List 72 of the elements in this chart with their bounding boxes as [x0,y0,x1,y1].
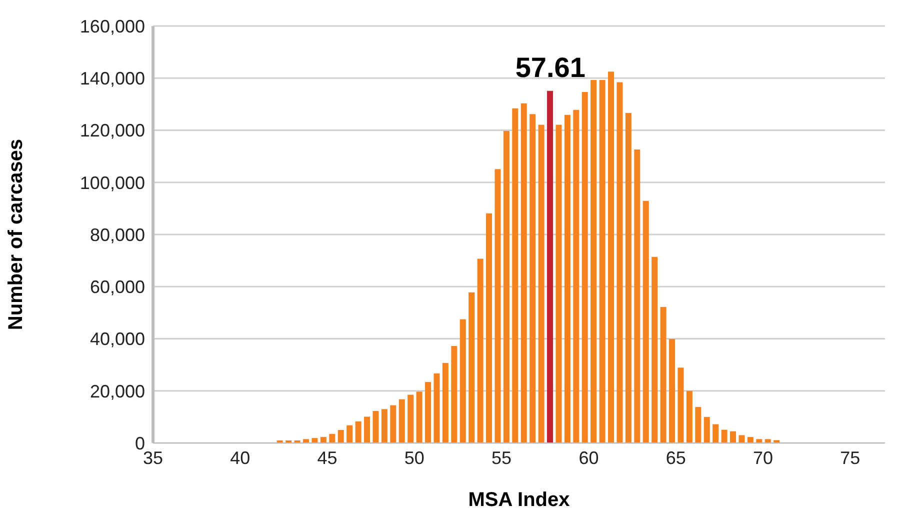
y-tick-label: 140,000 [80,68,145,89]
y-tick-label: 120,000 [80,120,145,141]
bar [616,82,623,443]
bar [642,200,649,443]
x-tick-label: 50 [404,448,424,468]
bar [730,431,736,443]
bar [364,416,370,443]
bar [355,421,362,443]
bar [512,108,518,443]
bar [329,434,336,443]
bar [712,424,719,443]
y-tick-label: 60,000 [90,277,145,298]
bar [564,114,570,443]
bar [372,410,379,443]
x-tick-label: 45 [317,448,338,468]
bar [608,72,614,443]
y-tick-label: 100,000 [80,172,145,193]
bar [695,407,702,443]
bar [503,131,510,443]
x-tick-label: 60 [578,448,599,468]
bar [590,80,597,443]
bar [338,430,344,443]
bar [494,169,501,443]
bar [320,437,326,443]
bar [669,339,676,443]
bar [460,319,466,443]
bar [416,392,422,443]
bar [582,92,588,443]
bar [678,368,684,443]
x-tick-label: 55 [492,448,512,468]
bar [599,80,606,443]
bar [425,382,432,443]
bar [381,409,388,443]
bar [704,416,710,443]
bar [652,256,658,443]
x-axis-title: MSA Index [468,489,570,511]
bar [312,438,318,443]
bar [625,113,632,443]
x-tick-label: 70 [752,448,774,468]
y-tick-label: 20,000 [90,381,145,402]
bar [451,346,458,443]
x-tick-label: 35 [142,448,164,468]
bar [398,399,405,443]
bar [738,435,745,443]
bar [390,405,396,443]
x-tick-label: 65 [666,448,686,468]
bar [747,437,754,443]
bar [547,90,554,443]
y-tick-label: 80,000 [90,224,145,245]
y-axis-title: Number of carcases [5,138,28,330]
bar [346,425,353,443]
bar [721,430,728,443]
bar [468,292,475,443]
bar [477,258,484,443]
y-tick-label: 40,000 [90,329,145,350]
bar [434,373,440,443]
bar [408,394,414,443]
bar [530,114,536,443]
bar [660,306,666,443]
y-tick-label: 0 [134,433,145,454]
bar [486,213,492,443]
annotation: 57.61 [515,52,586,83]
bar [573,110,580,443]
x-tick-label: 40 [230,448,250,468]
bar [442,362,448,443]
bar [634,150,640,443]
bar [520,103,527,443]
bar [556,124,562,443]
bar [538,124,544,443]
y-tick-label: 160,000 [80,16,145,36]
bar [686,390,692,443]
x-tick-label: 75 [840,448,860,468]
